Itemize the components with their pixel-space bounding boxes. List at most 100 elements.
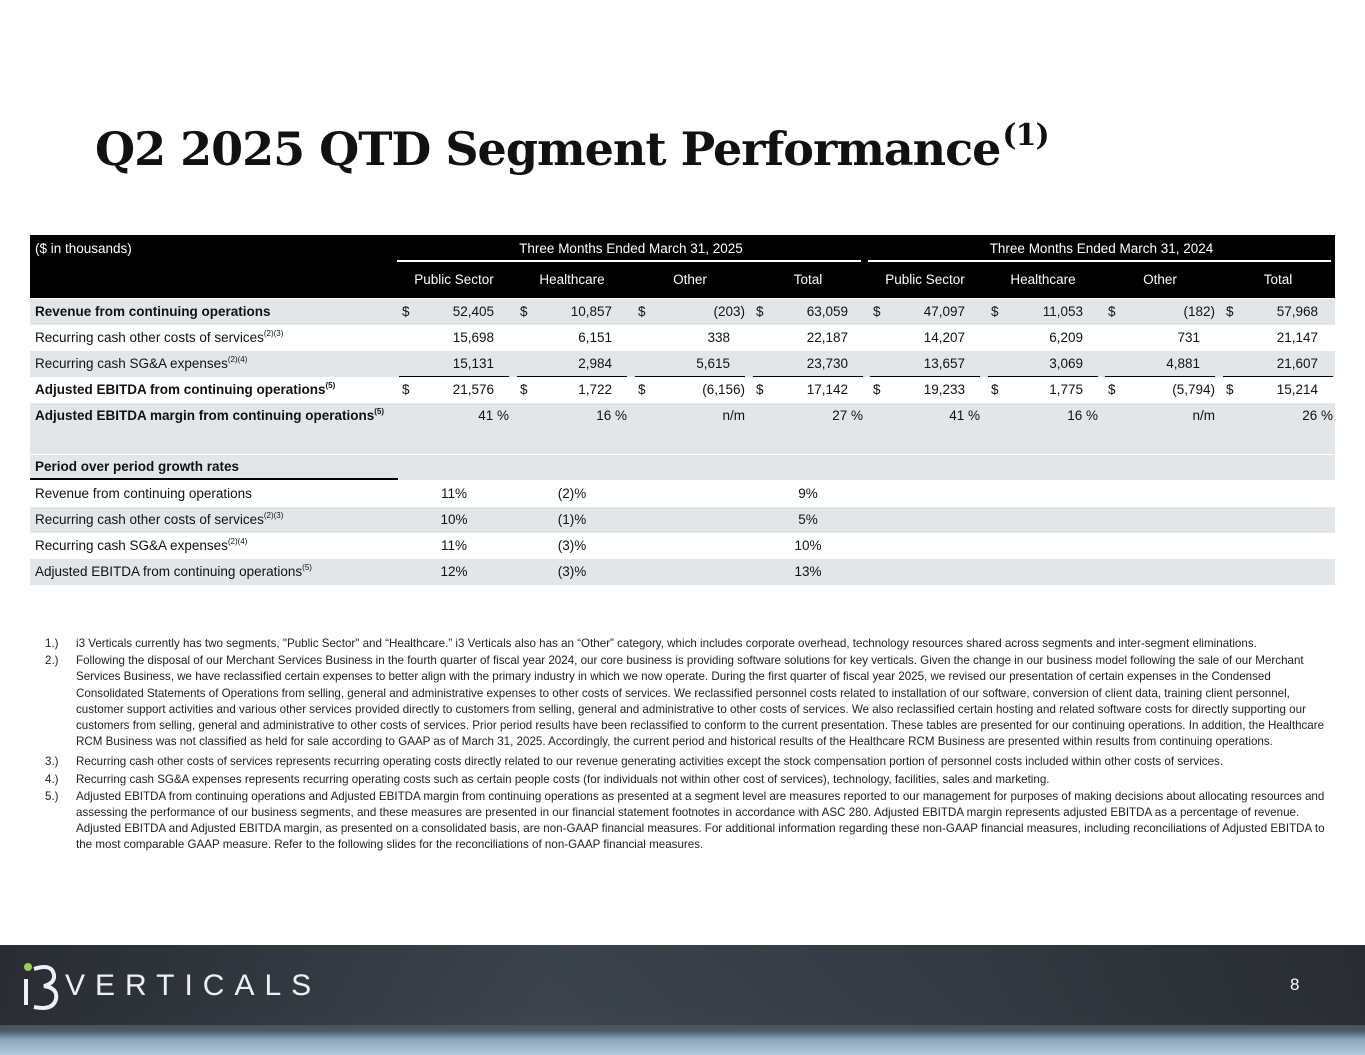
row-label-note: (2)(4) xyxy=(227,537,248,546)
segment-table: ($ in thousands) Three Months Ended March… xyxy=(30,235,1335,585)
cell-value: (182) xyxy=(1183,304,1215,319)
cell-value: 21,147 xyxy=(1276,330,1318,345)
column-header: Healthcare xyxy=(1010,272,1076,287)
subtotal-rule xyxy=(988,376,1098,377)
row-label-text: Revenue from continuing operations xyxy=(35,486,252,501)
row-band xyxy=(30,507,1335,533)
cell-value: 47,097 xyxy=(923,304,965,319)
subtotal-rule xyxy=(517,376,627,377)
growth-value: 11% xyxy=(440,486,468,501)
title-note: (1) xyxy=(1002,118,1049,153)
footnote: 3.) Recurring cash other costs of service… xyxy=(45,754,1325,770)
footnote-marker: 4.) xyxy=(45,772,59,786)
currency-sign: $ xyxy=(520,304,528,319)
currency-sign: $ xyxy=(1108,304,1116,319)
cell-value: 15,131 xyxy=(452,356,494,371)
row-label-text: Adjusted EBITDA margin from continuing o… xyxy=(35,408,375,423)
cell-value: 16 % xyxy=(1067,408,1098,423)
row-label-text: Adjusted EBITDA from continuing operatio… xyxy=(35,382,326,397)
logo-mark xyxy=(24,963,59,1010)
footer-band xyxy=(0,945,1365,1025)
cell-value: 3,069 xyxy=(1049,356,1083,371)
column-header: Other xyxy=(673,272,707,287)
growth-value: (2)% xyxy=(557,486,587,501)
cell-value: 21,576 xyxy=(452,382,494,397)
unit-label: ($ in thousands) xyxy=(35,241,132,256)
row-label: Adjusted EBITDA from continuing operatio… xyxy=(35,559,312,585)
growth-value: (3)% xyxy=(557,538,587,553)
cell-value: 41 % xyxy=(949,408,980,423)
growth-value: (1)% xyxy=(557,512,587,527)
header-band xyxy=(30,261,1335,298)
row-label-text: Recurring cash SG&A expenses xyxy=(35,356,228,371)
row-band xyxy=(30,403,1335,429)
currency-sign: $ xyxy=(402,382,410,397)
row-label-text: Recurring cash SG&A expenses xyxy=(35,538,228,553)
cell-value: n/m xyxy=(722,408,745,423)
cell-value: 15,214 xyxy=(1276,382,1318,397)
row-label-text: Recurring cash other costs of services xyxy=(35,330,264,345)
row-label: Revenue from continuing operations xyxy=(35,481,252,507)
cell-value: 2,984 xyxy=(578,356,612,371)
row-label-note: (5) xyxy=(302,563,312,572)
growth-value: 5% xyxy=(798,512,818,527)
cell-value: 41 % xyxy=(478,408,509,423)
row-band xyxy=(30,481,1335,507)
cell-value: 27 % xyxy=(832,408,863,423)
currency-sign: $ xyxy=(402,304,410,319)
row-label-text: Revenue from continuing operations xyxy=(35,304,271,319)
row-band xyxy=(30,429,1335,454)
footnotes: 1.) i3 Verticals currently has two segmen… xyxy=(45,636,1325,855)
period-label: Three Months Ended March 31, 2024 xyxy=(989,241,1214,256)
row-band xyxy=(30,533,1335,559)
currency-sign: $ xyxy=(873,382,881,397)
footnote-marker: 3.) xyxy=(45,755,59,769)
header-band xyxy=(30,235,1335,261)
section-label: Period over period growth rates xyxy=(35,459,240,474)
cell-value: 16 % xyxy=(596,408,627,423)
cell-value: 21,607 xyxy=(1276,356,1318,371)
row-label: Adjusted EBITDA from continuing operatio… xyxy=(35,377,335,403)
footnote-marker: 5.) xyxy=(45,789,59,803)
cell-value: 6,151 xyxy=(578,330,612,345)
currency-sign: $ xyxy=(1226,382,1234,397)
row-band xyxy=(30,559,1335,585)
column-header: Other xyxy=(1143,272,1177,287)
subtotal-rule xyxy=(635,376,745,377)
cell-value: 19,233 xyxy=(923,382,965,397)
cell-value: 57,968 xyxy=(1276,304,1318,319)
row-label: Revenue from continuing operations xyxy=(35,299,271,325)
footnote-marker: 2.) xyxy=(45,654,59,668)
cell-value: 22,187 xyxy=(806,330,848,345)
subtotal-rule xyxy=(1105,376,1215,377)
cell-value: 1,722 xyxy=(578,382,612,397)
row-label-text: Adjusted EBITDA from continuing operatio… xyxy=(35,564,303,579)
currency-sign: $ xyxy=(756,304,764,319)
cell-value: 52,405 xyxy=(452,304,494,319)
slide-title: Q2 2025 QTD Segment Performance(1) xyxy=(95,118,1050,176)
cell-value: (203) xyxy=(713,304,745,319)
footnote-marker: 1.) xyxy=(45,637,59,650)
period-label: Three Months Ended March 31, 2025 xyxy=(519,241,743,256)
currency-sign: $ xyxy=(991,304,999,319)
row-band xyxy=(30,299,1335,325)
footnote-text: Recurring cash SG&A expenses represents … xyxy=(76,772,1050,786)
cell-value: 63,059 xyxy=(806,304,848,319)
row-label-note: (5) xyxy=(325,381,336,390)
row-label: Recurring cash other costs of services(2… xyxy=(35,325,283,351)
cell-value: 13,657 xyxy=(923,356,965,371)
growth-value: 10% xyxy=(794,538,822,553)
footnote: 4.) Recurring cash SG&A expenses represen… xyxy=(45,772,1325,788)
cell-value: 1,775 xyxy=(1049,382,1083,397)
subtotal-rule xyxy=(870,376,980,377)
growth-value: 11% xyxy=(440,538,468,553)
column-header: Healthcare xyxy=(539,272,605,287)
footnote-text: Recurring cash other costs of services r… xyxy=(76,755,1224,769)
subtotal-rule xyxy=(1223,376,1333,377)
row-label-note: (2)(4) xyxy=(227,355,248,364)
row-label-note: (5) xyxy=(374,407,385,416)
logo-text: VERTICALS xyxy=(65,969,322,1002)
growth-value: 12% xyxy=(440,564,468,579)
footnote: 1.) i3 Verticals currently has two segmen… xyxy=(45,636,1325,652)
